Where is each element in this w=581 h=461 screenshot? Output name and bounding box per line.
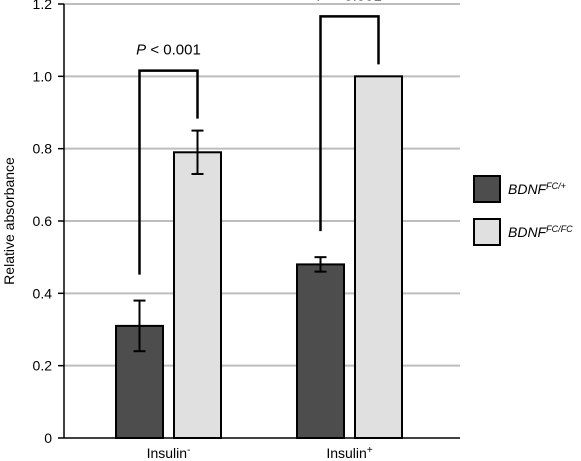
significance-brackets: P < 0.001 P < 0.001 bbox=[136, 0, 382, 275]
y-tick-label: 0.8 bbox=[33, 141, 53, 157]
y-tick-labels: 0 0.2 0.4 0.6 0.8 1.0 1.2 bbox=[33, 0, 53, 446]
error-bars bbox=[133, 129, 327, 353]
y-tick-label: 0.6 bbox=[33, 213, 53, 229]
p-value-label: P < 0.001 bbox=[136, 42, 201, 59]
legend-swatch bbox=[473, 175, 501, 203]
y-axis-label: Relative absorbance bbox=[1, 157, 17, 285]
x-category-label: Insulin+ bbox=[326, 445, 372, 461]
p-value-label: P < 0.001 bbox=[317, 0, 382, 4]
y-tick-label: 0.4 bbox=[33, 285, 53, 301]
y-tick-label: 1.2 bbox=[33, 0, 53, 12]
axes bbox=[58, 3, 460, 439]
bar-fc-fc-cat0 bbox=[173, 151, 222, 440]
legend: BDNFFC/+ BDNFFC/FC bbox=[473, 175, 573, 246]
x-category-label: Insulin- bbox=[147, 445, 191, 461]
y-tick-label: 1.0 bbox=[33, 68, 53, 84]
bars bbox=[115, 75, 403, 440]
legend-swatch bbox=[473, 218, 501, 246]
y-tick-label: 0.2 bbox=[33, 358, 53, 374]
bar-fc-plus-cat1 bbox=[296, 263, 345, 439]
bar-fc-fc-cat1 bbox=[354, 75, 403, 439]
legend-label: BDNFFC/FC bbox=[508, 224, 573, 240]
x-category-labels: Insulin- Insulin+ bbox=[147, 445, 373, 461]
significance-bracket bbox=[138, 69, 199, 275]
y-tick-label: 0 bbox=[44, 430, 52, 446]
significance-bracket bbox=[319, 15, 380, 232]
legend-label: BDNFFC/+ bbox=[508, 181, 566, 197]
